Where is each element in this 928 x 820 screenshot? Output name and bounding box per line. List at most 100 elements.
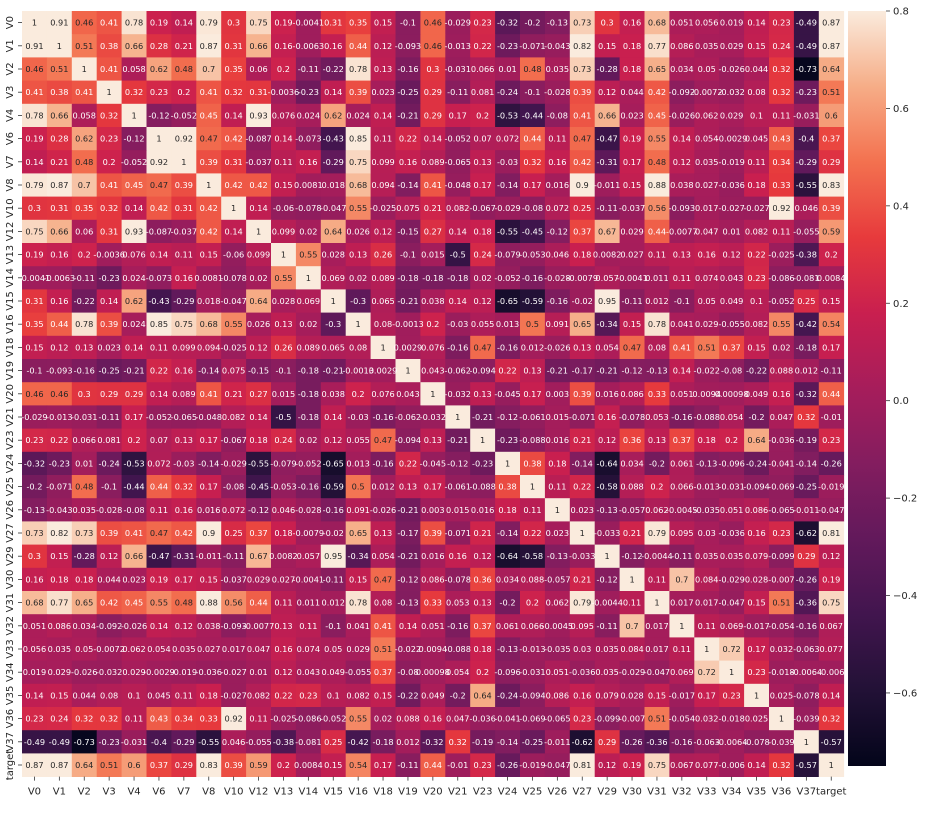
- heatmap-cell-V7-V37: [793, 150, 820, 174]
- cell-annotation-V3-V4: 0.32: [125, 87, 143, 97]
- heatmap-cell-V14-V14: [295, 266, 322, 290]
- heatmap-cell-V7-V15: [320, 150, 347, 174]
- heatmap-cell-V1-V3: [96, 34, 122, 58]
- heatmap-cell-V19-V4: [121, 359, 147, 383]
- cell-annotation-V6-V34: -0.0029: [716, 134, 748, 144]
- heatmap-cell-V34-V33: [694, 660, 720, 685]
- heatmap-cell-V30-V31: [644, 567, 670, 592]
- cell-annotation-V21-V23: -0.21: [472, 412, 493, 422]
- heatmap-cell-V12-V32: [669, 219, 695, 244]
- heatmap-cell-V18-V27: [569, 335, 596, 360]
- cell-annotation-V12-V16: 0.026: [346, 226, 369, 236]
- cell-annotation-V4-V14: 0.024: [297, 110, 320, 120]
- heatmap-cell-V1-V0: [22, 34, 48, 58]
- cell-annotation-V34-V21: 0.054: [446, 667, 469, 677]
- colorbar-tick-label-2: −0.2: [893, 494, 917, 505]
- cell-annotation-V18-V10: -0.025: [220, 342, 246, 352]
- cell-annotation-V13-V30: 0.027: [620, 250, 643, 260]
- heatmap-cell-V4-V16: [345, 103, 371, 128]
- cell-annotation-V15-V14: 0.069: [297, 296, 320, 306]
- heatmap-cell-V12-V27: [569, 219, 596, 244]
- cell-annotation-V34-V20: 0.00098: [416, 667, 450, 677]
- heatmap-cell-V0-V24: [495, 11, 521, 35]
- heatmap-cell-V30-V2: [71, 567, 98, 592]
- cell-annotation-V32-V13: 0.13: [274, 621, 292, 631]
- heatmap-cell-V6-V4: [121, 127, 147, 151]
- heatmap-cell-V36-V27: [569, 707, 596, 731]
- heatmap-cell-V0-V21: [445, 11, 471, 35]
- heatmap-cell-V1-V15: [320, 34, 347, 58]
- cell-annotation-V21-V0: -0.029: [21, 412, 47, 422]
- heatmap-cell-V35-V20: [420, 683, 446, 708]
- heatmap-cell-V31-V3: [96, 591, 122, 615]
- cell-annotation-V24-V37: -0.14: [796, 458, 817, 468]
- heatmap-cell-V29-V29: [594, 544, 620, 569]
- cell-annotation-V18-V16: 0.08: [349, 342, 367, 352]
- heatmap-cell-V2-V19: [395, 57, 421, 81]
- cell-annotation-V18-V0: 0.15: [25, 342, 43, 352]
- heatmap-cell-V32-V37: [793, 614, 820, 638]
- y-tick-label-V3: V3: [5, 86, 16, 99]
- cell-annotation-V35-V37: -0.078: [793, 690, 819, 700]
- heatmap-cell-V12-V1: [46, 219, 73, 244]
- heatmap-cell-V25-V37: [793, 475, 820, 499]
- cell-annotation-V30-V35: 0.028: [745, 574, 768, 584]
- heatmap-cell-V0-V32: [669, 11, 695, 35]
- heatmap-cell-V7-V20: [420, 150, 446, 174]
- heatmap-cell-V34-V36: [769, 660, 795, 685]
- cell-annotation-V13-V20: 0.015: [421, 250, 444, 260]
- heatmap-cell-V13-V0: [22, 243, 48, 267]
- cell-annotation-V8-V13: 0.15: [274, 180, 292, 190]
- cell-annotation-V6-V7: 0.92: [175, 134, 193, 144]
- cell-annotation-V20-V33: 0.0094: [692, 389, 721, 399]
- heatmap-cell-V37-V15: [320, 730, 347, 754]
- cell-annotation-V23-V0: 0.23: [25, 435, 43, 445]
- cell-annotation-V31-V8: 0.88: [200, 598, 218, 608]
- heatmap-cell-V30-V16: [345, 567, 371, 592]
- heatmap-cell-target-V7: [171, 753, 197, 777]
- heatmap-cell-V31-V2: [71, 591, 98, 615]
- cell-annotation-V19-V10: 0.075: [222, 366, 245, 376]
- cell-annotation-V33-V4: 0.062: [122, 644, 145, 654]
- cell-annotation-V10-V27: 0.25: [573, 203, 591, 213]
- cell-annotation-V24-V24: 1: [505, 458, 510, 468]
- cell-annotation-V18-V6: 0.11: [150, 342, 168, 352]
- cell-annotation-V8-target: 0.83: [822, 180, 840, 190]
- heatmap-cell-V23-V31: [644, 428, 670, 453]
- cell-annotation-V18-V34: 0.37: [723, 342, 741, 352]
- cell-annotation-V4-V29: 0.66: [598, 110, 616, 120]
- heatmap-cell-V35-V34: [719, 683, 745, 708]
- heatmap-cell-V19-V33: [694, 359, 720, 383]
- cell-annotation-V19-V14: -0.18: [298, 366, 319, 376]
- cell-annotation-V24-V15: -0.65: [323, 458, 344, 468]
- cell-annotation-V16-target: 0.54: [822, 319, 840, 329]
- cell-annotation-V8-V25: 0.17: [523, 180, 541, 190]
- cell-annotation-V16-V8: 0.68: [200, 319, 218, 329]
- heatmap-cell-V24-V18: [370, 451, 396, 476]
- heatmap-cell-V29-V31: [644, 544, 670, 569]
- heatmap-cell-V6-V23: [470, 127, 496, 151]
- heatmap-cell-V2-V26: [544, 57, 571, 81]
- cell-annotation-V2-V26: 0.035: [546, 64, 569, 74]
- heatmap-cell-V2-target: [818, 57, 845, 81]
- heatmap-cell-V20-V25: [520, 382, 546, 406]
- heatmap-cell-V21-V0: [22, 405, 48, 429]
- cell-annotation-V14-V10: -0.078: [220, 273, 246, 283]
- cell-annotation-V27-V8: 0.9: [202, 528, 215, 538]
- heatmap-cell-V21-V3: [96, 405, 122, 429]
- heatmap-cell-V29-V24: [495, 544, 521, 569]
- heatmap-cell-V7-V25: [520, 150, 546, 174]
- heatmap-cell-V26-V24: [495, 498, 521, 522]
- heatmap-cell-V21-V13: [271, 405, 297, 429]
- heatmap-cell-V25-V16: [345, 475, 371, 499]
- heatmap-cell-V21-V20: [420, 405, 446, 429]
- heatmap-cell-V26-V4: [121, 498, 147, 522]
- cell-annotation-V20-V20: 1: [430, 389, 435, 399]
- cell-annotation-V24-V20: -0.045: [420, 458, 446, 468]
- heatmap-cell-V0-V14: [295, 11, 322, 35]
- heatmap-cell-V23-V15: [320, 428, 347, 453]
- cell-annotation-target-V23: 0.23: [474, 760, 492, 770]
- heatmap-cell-V8-V21: [445, 173, 471, 197]
- heatmap-cell-V30-V1: [46, 567, 73, 592]
- cell-annotation-V20-V32: 0.051: [670, 389, 693, 399]
